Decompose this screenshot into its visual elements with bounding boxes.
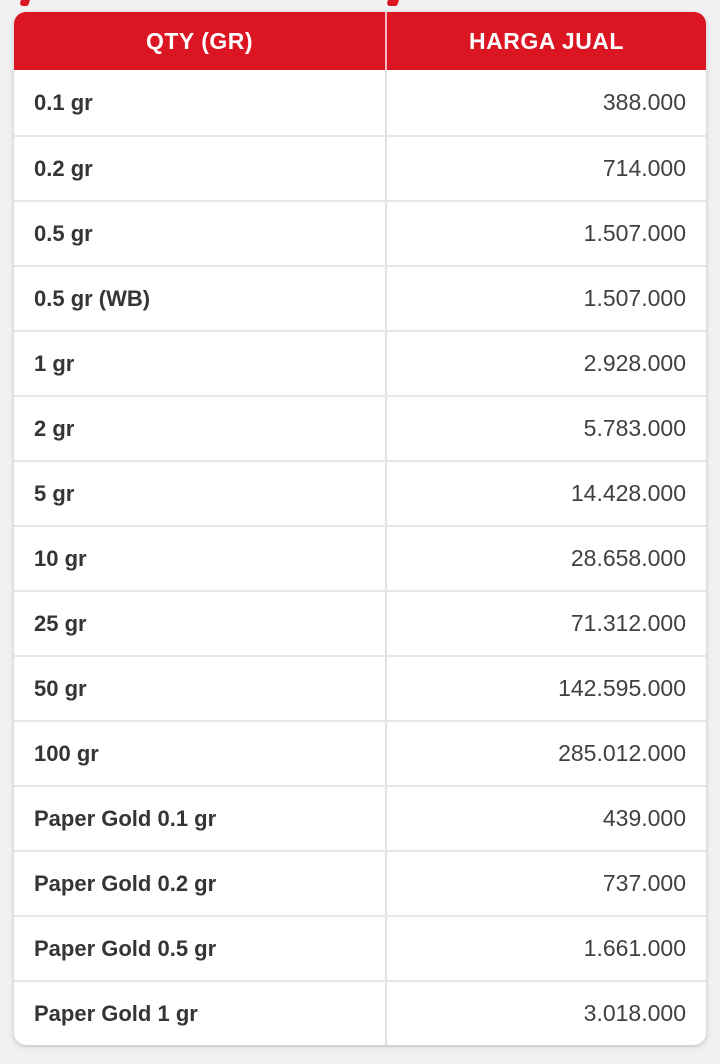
- price-cell: 2.928.000: [583, 350, 686, 376]
- price-cell: 714.000: [602, 155, 686, 181]
- top-edge-artifact-left: [19, 0, 30, 6]
- gold-price-table: QTY (GR) HARGA JUAL 0.1 gr 388.000 0.2 g…: [14, 12, 706, 1045]
- price-cell: 737.000: [602, 870, 686, 896]
- table-row: Paper Gold 0.2 gr 737.000: [14, 850, 706, 915]
- price-cell: 1.661.000: [583, 935, 686, 961]
- price-cell: 14.428.000: [570, 480, 686, 506]
- table-header-row: QTY (GR) HARGA JUAL: [14, 12, 706, 70]
- table-body: 0.1 gr 388.000 0.2 gr 714.000 0.5 gr 1.5…: [14, 70, 706, 1045]
- price-cell: 1.507.000: [583, 220, 686, 246]
- table-row: Paper Gold 0.1 gr 439.000: [14, 785, 706, 850]
- qty-cell: 0.5 gr: [14, 202, 387, 265]
- table-row: 2 gr 5.783.000: [14, 395, 706, 460]
- qty-cell: 50 gr: [14, 657, 387, 720]
- table-row: 25 gr 71.312.000: [14, 590, 706, 655]
- price-cell: 439.000: [602, 805, 686, 831]
- table-row: 100 gr 285.012.000: [14, 720, 706, 785]
- price-cell: 28.658.000: [570, 545, 686, 571]
- price-cell: 142.595.000: [558, 675, 686, 701]
- qty-cell: 10 gr: [14, 527, 387, 590]
- qty-cell: 0.2 gr: [14, 137, 387, 200]
- qty-cell: Paper Gold 0.1 gr: [14, 787, 387, 850]
- qty-cell: 25 gr: [14, 592, 387, 655]
- qty-cell: 1 gr: [14, 332, 387, 395]
- qty-cell: 100 gr: [14, 722, 387, 785]
- qty-cell: 0.1 gr: [14, 70, 387, 135]
- qty-cell: Paper Gold 0.5 gr: [14, 917, 387, 980]
- qty-cell: 5 gr: [14, 462, 387, 525]
- qty-cell: Paper Gold 0.2 gr: [14, 852, 387, 915]
- table-row: Paper Gold 0.5 gr 1.661.000: [14, 915, 706, 980]
- table-row: 5 gr 14.428.000: [14, 460, 706, 525]
- table-row: 50 gr 142.595.000: [14, 655, 706, 720]
- column-header-harga-jual: HARGA JUAL: [469, 27, 624, 54]
- table-row: 10 gr 28.658.000: [14, 525, 706, 590]
- table-row: Paper Gold 1 gr 3.018.000: [14, 980, 706, 1045]
- top-edge-artifact-middle: [386, 0, 399, 6]
- qty-cell: 2 gr: [14, 397, 387, 460]
- price-cell: 3.018.000: [583, 1000, 686, 1026]
- table-row: 0.5 gr 1.507.000: [14, 200, 706, 265]
- price-cell: 1.507.000: [583, 285, 686, 311]
- qty-cell: Paper Gold 1 gr: [14, 982, 387, 1045]
- table-row: 0.2 gr 714.000: [14, 135, 706, 200]
- table-row: 0.5 gr (WB) 1.507.000: [14, 265, 706, 330]
- price-cell: 388.000: [602, 89, 686, 115]
- price-cell: 285.012.000: [558, 740, 686, 766]
- table-row: 0.1 gr 388.000: [14, 70, 706, 135]
- qty-cell: 0.5 gr (WB): [14, 267, 387, 330]
- column-header-qty: QTY (GR): [14, 12, 387, 70]
- price-cell: 5.783.000: [583, 415, 686, 441]
- price-cell: 71.312.000: [570, 610, 686, 636]
- table-row: 1 gr 2.928.000: [14, 330, 706, 395]
